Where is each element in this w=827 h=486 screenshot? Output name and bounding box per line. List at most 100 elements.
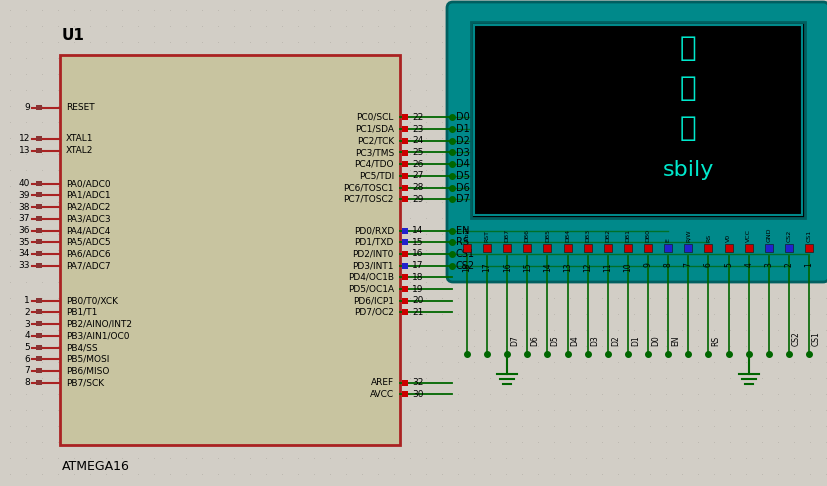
Text: 20: 20 (412, 296, 423, 305)
Text: 13: 13 (562, 262, 571, 272)
Bar (402, 251, 408, 257)
Text: 1: 1 (24, 296, 30, 305)
Bar (36, 251, 42, 256)
Text: 24: 24 (412, 136, 423, 145)
Bar (482, 244, 490, 252)
Text: 35: 35 (18, 238, 30, 247)
Bar (784, 244, 792, 252)
Bar (36, 356, 42, 361)
Text: 5: 5 (723, 262, 732, 267)
Bar (624, 244, 631, 252)
Bar (743, 244, 752, 252)
Text: AVCC: AVCC (370, 390, 394, 399)
Text: 8: 8 (663, 262, 672, 267)
Text: 7: 7 (683, 262, 692, 267)
Text: PB7/SCK: PB7/SCK (66, 378, 104, 387)
Bar (36, 345, 42, 349)
Bar (402, 380, 408, 385)
Text: PC7/TOSC2: PC7/TOSC2 (343, 195, 394, 204)
Text: PD3/INT1: PD3/INT1 (352, 261, 394, 270)
Text: D2: D2 (456, 136, 469, 146)
Text: 3: 3 (24, 320, 30, 329)
Text: PA3/ADC3: PA3/ADC3 (66, 214, 111, 223)
Text: 16: 16 (412, 249, 423, 259)
Text: PD2/INT0: PD2/INT0 (352, 249, 394, 259)
Text: DB7: DB7 (504, 229, 509, 242)
Text: DB4: DB4 (564, 229, 570, 242)
Text: PD0/RXD: PD0/RXD (353, 226, 394, 235)
Text: 11: 11 (603, 262, 612, 272)
Text: 1: 1 (804, 262, 812, 267)
Text: D1: D1 (456, 124, 469, 134)
Text: PA6/ADC6: PA6/ADC6 (66, 249, 111, 259)
Text: 40: 40 (18, 179, 30, 188)
Bar (36, 368, 42, 373)
Bar (704, 244, 711, 252)
Bar (471, 22, 804, 218)
Text: PB4/SS: PB4/SS (66, 343, 98, 352)
Text: 12: 12 (18, 134, 30, 143)
Bar (402, 239, 408, 245)
Text: 28: 28 (412, 183, 423, 192)
Text: 36: 36 (18, 226, 30, 235)
Text: 34: 34 (18, 249, 30, 259)
Text: PB0/T0/XCK: PB0/T0/XCK (66, 296, 118, 305)
Bar (473, 25, 801, 215)
Text: 4: 4 (24, 331, 30, 340)
Bar (643, 244, 652, 252)
Bar (683, 244, 691, 252)
Bar (523, 244, 531, 252)
Text: RS: RS (710, 336, 719, 346)
Text: 30: 30 (412, 390, 423, 399)
Text: DB3: DB3 (585, 229, 590, 242)
FancyBboxPatch shape (447, 2, 827, 282)
Bar (503, 244, 510, 252)
Text: AREF: AREF (370, 378, 394, 387)
Text: PA2/ADC2: PA2/ADC2 (66, 203, 110, 211)
Text: 23: 23 (412, 124, 423, 134)
Bar (402, 274, 408, 280)
Text: 19: 19 (412, 284, 423, 294)
Text: U1: U1 (62, 28, 85, 43)
Text: 17: 17 (412, 261, 423, 270)
Bar (402, 310, 408, 315)
Text: D1: D1 (630, 335, 639, 346)
Text: XTAL2: XTAL2 (66, 146, 93, 155)
Text: 17: 17 (482, 262, 491, 272)
Bar (36, 262, 42, 268)
Text: 27: 27 (412, 172, 423, 180)
Bar (804, 244, 812, 252)
Text: 12: 12 (582, 262, 591, 272)
Text: 39: 39 (18, 191, 30, 200)
Text: ATMEGA16: ATMEGA16 (62, 460, 130, 473)
Text: 16: 16 (502, 262, 511, 272)
Text: PC0/SCL: PC0/SCL (356, 113, 394, 122)
Text: PC4/TDO: PC4/TDO (354, 160, 394, 169)
Text: PD1/TXD: PD1/TXD (354, 238, 394, 247)
Bar (36, 321, 42, 326)
Text: 14: 14 (412, 226, 423, 235)
Text: 26: 26 (412, 160, 423, 169)
Text: D5: D5 (456, 171, 469, 181)
Bar (36, 227, 42, 232)
Text: 18: 18 (462, 262, 471, 272)
Text: 10: 10 (623, 262, 632, 272)
Text: V0: V0 (725, 234, 730, 242)
Bar (402, 161, 408, 167)
Bar (36, 181, 42, 186)
Bar (583, 244, 591, 252)
Text: CS1: CS1 (805, 230, 810, 242)
Bar (36, 298, 42, 303)
Text: DB1: DB1 (624, 229, 629, 242)
Text: D2: D2 (610, 335, 619, 346)
Text: GND: GND (765, 227, 770, 242)
Text: PB6/MISO: PB6/MISO (66, 366, 109, 375)
Text: 5: 5 (24, 343, 30, 352)
Text: D4: D4 (456, 159, 469, 169)
Bar (724, 244, 732, 252)
Bar (36, 192, 42, 197)
Bar (402, 173, 408, 179)
Text: 25: 25 (412, 148, 423, 157)
Text: RS: RS (705, 234, 710, 242)
Bar (402, 391, 408, 397)
